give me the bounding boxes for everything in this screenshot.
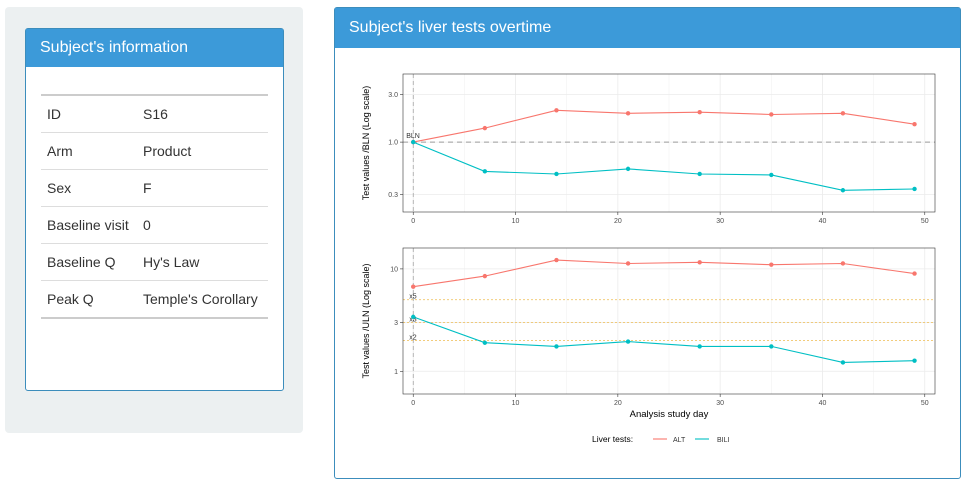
- liver-tests-box: Subject's liver tests overtime 0 10 20 30 40…: [334, 7, 961, 479]
- data-point-alt: [840, 111, 846, 116]
- info-row: Baseline visit 0: [41, 206, 268, 244]
- x-tick-label: 10: [512, 400, 520, 407]
- data-point-bili: [482, 169, 488, 174]
- info-row: Baseline Q Hy's Law: [41, 243, 268, 281]
- subject-info-table: ID S16 Arm Product Sex F Baseline visit 0 Baseli…: [41, 94, 268, 319]
- legend-label-bili: BILI: [717, 437, 730, 444]
- data-point-alt: [769, 112, 774, 117]
- y-axis-label: Test values /BLN (Log scale): [361, 86, 371, 201]
- legend-title: Liver tests:: [592, 434, 633, 444]
- data-point-alt: [697, 110, 702, 115]
- uln-reference-label: x5: [409, 294, 417, 301]
- data-point-bili: [840, 188, 846, 193]
- data-point-bili: [840, 360, 846, 365]
- y-tick-label: 1.0: [388, 140, 398, 147]
- data-point-alt: [912, 271, 917, 276]
- data-point-bili: [411, 314, 416, 320]
- liver-tests-title: Subject's liver tests overtime: [335, 8, 960, 48]
- data-point-bili: [554, 344, 559, 349]
- data-point-alt: [697, 260, 702, 265]
- info-row-value: Product: [137, 132, 268, 170]
- x-tick-label: 40: [819, 218, 827, 225]
- info-row-key: Sex: [41, 169, 137, 207]
- x-tick-label: 50: [921, 218, 929, 225]
- y-tick-label: 3.0: [388, 92, 398, 99]
- data-point-bili: [697, 171, 702, 177]
- data-point-alt: [625, 111, 631, 116]
- data-point-alt: [769, 262, 774, 267]
- x-tick-label: 20: [614, 400, 622, 407]
- series-line-alt: [413, 259, 915, 288]
- uln-reference-label: x2: [409, 334, 417, 341]
- series-line-bili: [413, 316, 915, 363]
- x-tick-label: 50: [921, 400, 929, 407]
- legend-label-alt: ALT: [673, 437, 686, 444]
- x-tick-label: 30: [716, 400, 724, 407]
- data-point-bili: [769, 172, 774, 178]
- data-point-alt: [482, 125, 488, 131]
- data-point-alt: [411, 284, 416, 289]
- bln-label: BLN: [406, 133, 420, 140]
- info-row-key: Peak Q: [41, 280, 137, 319]
- y-tick-label: 1: [394, 369, 398, 376]
- info-row-value: 0: [137, 206, 268, 244]
- info-row-value: Temple's Corollary: [137, 280, 268, 319]
- x-axis-label: Analysis study day: [630, 409, 709, 420]
- data-point-bili: [411, 139, 416, 145]
- x-tick-label: 40: [819, 400, 827, 407]
- data-point-alt: [625, 261, 631, 266]
- info-row: Arm Product: [41, 132, 268, 170]
- data-point-bili: [697, 344, 702, 349]
- info-row-key: Baseline visit: [41, 206, 137, 244]
- info-row-value: Hy's Law: [137, 243, 268, 281]
- series-line-alt: [413, 109, 915, 143]
- data-point-alt: [554, 108, 559, 113]
- data-point-alt: [554, 257, 559, 263]
- data-point-alt: [482, 273, 488, 279]
- data-point-bili: [625, 166, 631, 172]
- data-point-bili: [625, 339, 631, 344]
- y-tick-label: 0.3: [388, 192, 398, 199]
- x-tick-label: 10: [512, 218, 520, 225]
- info-row-value: S16: [137, 94, 268, 133]
- data-point-bili: [769, 344, 774, 349]
- data-point-bili: [482, 340, 488, 345]
- subject-info-box: Subject's information ID S16 Arm Product Sex…: [25, 28, 284, 391]
- x-tick-label: 0: [411, 218, 415, 225]
- x-tick-label: 30: [716, 218, 724, 225]
- data-point-alt: [912, 122, 917, 127]
- data-point-alt: [840, 261, 846, 266]
- info-row-value: F: [137, 169, 268, 207]
- data-point-bili: [554, 171, 559, 177]
- x-tick-label: 0: [411, 400, 415, 407]
- plot-border: [402, 73, 936, 213]
- uln-reference-label: x3: [409, 316, 417, 323]
- info-row: ID S16: [41, 94, 268, 133]
- info-row: Peak Q Temple's Corollary: [41, 280, 268, 319]
- y-tick-label: 3: [394, 320, 398, 327]
- subject-info-title: Subject's information: [26, 29, 283, 67]
- info-row-key: Baseline Q: [41, 243, 137, 281]
- info-row-key: Arm: [41, 132, 137, 170]
- y-axis-label: Test values /ULN (Log scale): [361, 263, 371, 378]
- info-row: Sex F: [41, 169, 268, 207]
- info-row-key: ID: [41, 94, 137, 133]
- x-tick-label: 20: [614, 218, 622, 225]
- data-point-bili: [912, 186, 917, 192]
- series-line-bili: [412, 141, 915, 191]
- data-point-bili: [912, 358, 917, 363]
- plot-border: [402, 247, 936, 395]
- y-tick-label: 10: [390, 266, 398, 273]
